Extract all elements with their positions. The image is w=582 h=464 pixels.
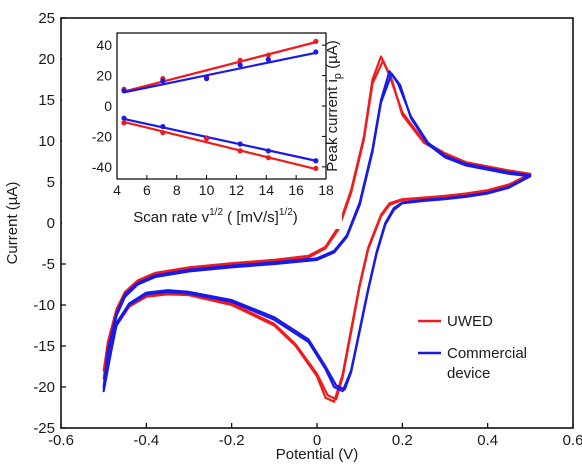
- inset-data-point: [121, 115, 127, 121]
- legend-label: UWED: [447, 313, 493, 330]
- inset-x-tick-label: 8: [173, 182, 181, 198]
- inset-x-label-sup: 1/2: [209, 207, 223, 218]
- x-axis-label: Potential (V): [276, 446, 359, 463]
- legend-item-uwed: UWED: [418, 313, 493, 330]
- y-tick-label: -5: [42, 256, 55, 273]
- inset-x-label-units-sup: 1/2: [279, 207, 293, 218]
- legend-item-commercial: Commercial device: [418, 345, 527, 382]
- cv-curve-uwed-1: [102, 55, 532, 403]
- main-y-ticks: -25 -20 -15 -10 -5 0 5 10 15 20 25: [33, 10, 66, 437]
- inset-y-label-sub: p: [332, 73, 344, 79]
- y-tick-label: 20: [38, 51, 55, 68]
- x-tick-label: 0.2: [392, 432, 413, 449]
- inset-y-axis-label: Peak current ip (µA): [324, 40, 344, 171]
- inset-x-axis-label: Scan rate v1/2 ( [mV/s]1/2): [133, 207, 298, 226]
- main-curves: [102, 55, 532, 403]
- inset-x-tick-label: 6: [143, 182, 151, 198]
- inset-data-point: [265, 148, 271, 154]
- inset-data-point: [160, 123, 166, 130]
- y-tick-label: 10: [38, 133, 55, 150]
- inset-data-point: [265, 57, 271, 63]
- inset-data-point: [265, 52, 271, 58]
- inset-y-label-main: Peak current i: [324, 79, 341, 172]
- y-axis-label: Current (µA): [4, 182, 21, 265]
- inset-y-tick-label: 20: [96, 68, 112, 84]
- inset-data-point: [313, 158, 319, 164]
- inset-y-tick-label: -40: [92, 159, 112, 175]
- inset-data-point: [237, 57, 243, 63]
- inset-data-point: [237, 62, 243, 68]
- inset-marks: [121, 38, 319, 171]
- inset-fit-line: [123, 51, 317, 94]
- y-tick-label: 25: [38, 10, 55, 27]
- y-tick-label: -15: [33, 338, 55, 355]
- inset-fit-line: [123, 41, 317, 93]
- x-tick-label: 0.4: [477, 432, 498, 449]
- inset-x-label-main: Scan rate v: [133, 209, 209, 226]
- inset-y-tick-label: 40: [96, 37, 112, 53]
- inset-series-4: [121, 120, 319, 171]
- inset-data-point: [237, 141, 243, 147]
- inset-x-label-units: ( [mV/s]: [223, 209, 279, 226]
- cv-curve-commercial-2: [102, 72, 532, 393]
- x-tick-label: -0.4: [133, 432, 159, 449]
- y-tick-label: 15: [38, 92, 55, 109]
- inset-data-point: [160, 130, 166, 136]
- inset-data-point: [313, 38, 319, 44]
- inset-x-tick-label: 18: [318, 182, 334, 198]
- y-tick-label: 0: [47, 215, 55, 232]
- inset-data-point: [265, 155, 271, 161]
- inset-y-ticks: -40 -20 0 20 40: [92, 37, 326, 175]
- inset-data-point: [203, 76, 210, 82]
- inset-data-point: [160, 78, 166, 84]
- y-tick-label: -10: [33, 297, 55, 314]
- main-x-ticks: -0.6 -0.4 -0.2 0 0.2 0.4 0.6: [48, 423, 582, 449]
- inset-x-tick-label: 4: [113, 182, 121, 198]
- y-tick-label: 5: [47, 174, 55, 191]
- inset-x-tick-label: 16: [288, 182, 304, 198]
- inset-data-point: [313, 165, 319, 171]
- inset-data-point: [121, 88, 127, 94]
- x-tick-label: 0.6: [563, 432, 582, 449]
- x-tick-label: -0.2: [219, 432, 245, 449]
- inset-x-tick-label: 14: [258, 182, 274, 198]
- inset-x-ticks: 4 6 8 10 12 14 16 18: [113, 175, 334, 198]
- inset-background: [62, 19, 342, 229]
- y-tick-label: -25: [33, 420, 55, 437]
- legend-label: device: [447, 365, 490, 382]
- legend-label: Commercial: [447, 345, 527, 362]
- main-plot: -0.6 -0.4 -0.2 0 0.2 0.4 0.6 -25 -20 -15 -10 -5 0 5 1…: [4, 10, 582, 463]
- inset-series-2: [121, 49, 319, 94]
- inset-data-point: [313, 49, 319, 55]
- inset-x-tick-label: 12: [229, 182, 245, 198]
- inset-x-tick-label: 10: [199, 182, 215, 198]
- inset-y-tick-label: -20: [92, 128, 112, 144]
- y-tick-label: -20: [33, 379, 55, 396]
- inset-data-point: [203, 136, 210, 142]
- legend: UWED Commercial device: [418, 313, 527, 382]
- inset-data-point: [121, 120, 127, 126]
- x-tick-label: 0: [313, 432, 321, 449]
- inset-fit-line: [123, 117, 317, 162]
- inset-data-point: [237, 148, 243, 154]
- x-tick-label: -0.6: [48, 432, 74, 449]
- inset-fit-line: [123, 120, 317, 171]
- inset-x-label-close: ): [293, 209, 298, 226]
- inset-y-label-units: (µA): [324, 40, 341, 73]
- inset-y-tick-label: 0: [104, 98, 112, 114]
